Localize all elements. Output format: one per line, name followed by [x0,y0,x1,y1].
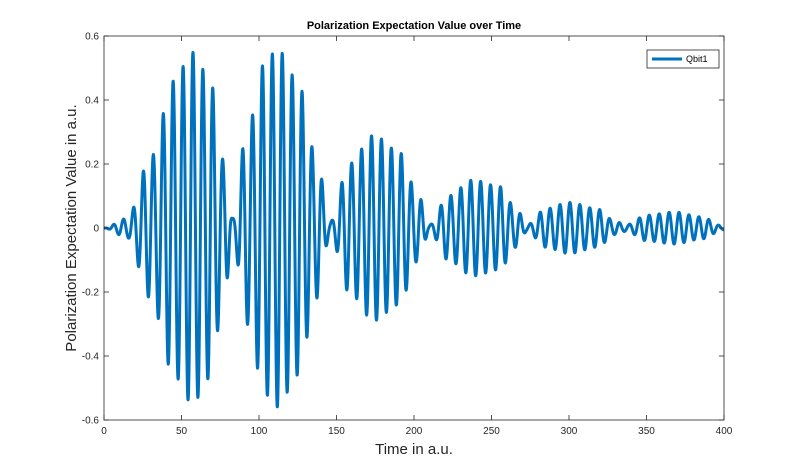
x-tick-label: 0 [101,426,107,437]
legend: Qbit1 [646,49,720,69]
x-tick-label: 100 [251,426,268,437]
y-tick-label: -0.2 [82,288,100,299]
y-axis-label: Polarization Expectation Value in a.u. [63,104,80,351]
chart-title: Polarization Expectation Value over Time [307,20,521,32]
x-tick-label: 200 [406,426,423,437]
y-tick-label: 0 [93,224,99,235]
x-tick-label: 350 [638,426,655,437]
y-tick-label: -0.4 [82,352,100,363]
x-tick-label: 150 [328,426,345,437]
y-tick-label: 0.4 [85,96,99,107]
x-tick-label: 50 [176,426,188,437]
y-tick-label: 0.6 [85,32,99,43]
legend-label-qbit1: Qbit1 [686,54,708,64]
y-tick-label: 0.2 [85,160,99,171]
x-tick-label: 300 [561,426,578,437]
x-axis-label: Time in a.u. [375,441,453,458]
x-tick-label: 250 [483,426,500,437]
y-tick-label: -0.6 [82,416,100,427]
series-line-qbit1 [104,50,724,409]
x-tick-label: 400 [716,426,733,437]
legend-box [646,49,720,69]
